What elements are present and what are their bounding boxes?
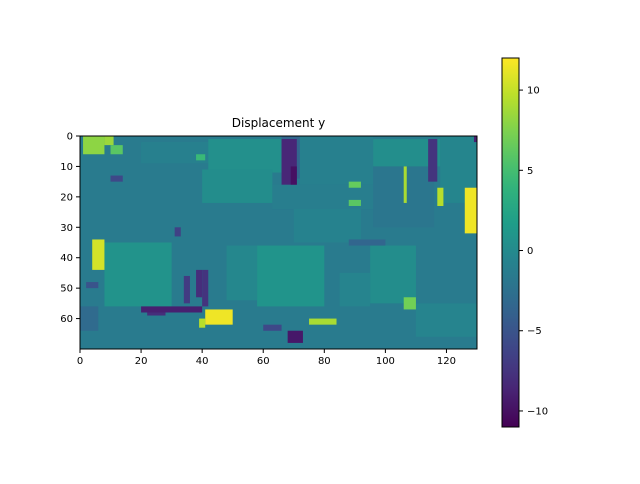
y-tick-label: 20 <box>60 192 73 203</box>
colorbar-tick-label: 10 <box>527 86 540 97</box>
x-tick-label: 60 <box>257 356 270 367</box>
chart-title: Displacement y <box>232 116 325 130</box>
x-tick-label: 0 <box>77 356 83 367</box>
heatmap-block <box>183 275 190 304</box>
heatmap-block <box>141 306 203 313</box>
heatmap-block <box>348 181 361 188</box>
heatmap-block <box>226 245 258 301</box>
y-tick-label: 60 <box>60 314 73 325</box>
colorbar: 10 5 0 −5 −10 <box>501 57 548 428</box>
y-tick-label: 40 <box>60 253 73 264</box>
heatmap-block <box>174 227 181 237</box>
heatmap-block <box>272 184 386 210</box>
x-tick-label: 100 <box>376 356 395 367</box>
x-tick-label: 40 <box>196 356 209 367</box>
heatmap-block <box>257 245 325 307</box>
heatmap-block <box>290 166 297 185</box>
colorbar-tick-label: 5 <box>527 166 533 177</box>
heatmap-block <box>92 239 105 270</box>
heatmap-block <box>104 242 172 307</box>
heatmap-block <box>110 175 123 182</box>
colorbar-frame <box>501 57 520 428</box>
y-axis: 0 10 20 30 40 50 60 <box>60 132 80 325</box>
plot-area <box>79 135 478 350</box>
heatmap-block <box>415 303 477 337</box>
heatmap-block <box>196 269 203 298</box>
y-tick-label: 30 <box>60 223 73 234</box>
x-axis: 0 20 40 60 80 100 120 <box>77 349 456 367</box>
plot-frame <box>79 135 478 350</box>
heatmap-block <box>299 136 374 185</box>
heatmap-block <box>339 272 371 307</box>
x-tick-label: 80 <box>318 356 331 367</box>
heatmap-cells <box>80 136 477 349</box>
x-tick-label: 120 <box>437 356 456 367</box>
heatmap-block <box>110 145 123 155</box>
colorbar-tick-label: −5 <box>527 326 542 337</box>
colorbar-tick-label: 0 <box>527 246 533 257</box>
y-tick-label: 0 <box>67 132 73 143</box>
heatmap-block <box>287 330 303 343</box>
heatmap-block <box>86 282 99 289</box>
heatmap-block <box>309 318 337 325</box>
heatmap-block <box>104 136 114 146</box>
heatmap-block <box>263 324 282 331</box>
heatmap-block <box>205 309 233 325</box>
heatmap-block <box>196 154 206 161</box>
heatmap-block <box>464 187 477 234</box>
heatmap-block <box>473 136 477 143</box>
colorbar-gradient <box>502 58 519 427</box>
heatmap-block <box>403 166 407 203</box>
heatmap-block <box>202 169 273 203</box>
heatmap-block <box>141 142 209 164</box>
heatmap-block <box>348 239 386 246</box>
heatmap-block <box>403 297 416 310</box>
heatmap-block <box>208 139 282 173</box>
heatmap-block <box>370 245 416 304</box>
heatmap-block <box>428 139 438 182</box>
heatmap-block <box>437 187 444 206</box>
heatmap-block <box>348 199 361 206</box>
heatmap-block <box>83 136 105 155</box>
heatmap-block <box>147 312 166 316</box>
heatmap-block <box>80 306 99 331</box>
heatmap-block <box>202 269 209 307</box>
y-tick-label: 10 <box>60 162 73 173</box>
heatmap-block <box>199 318 206 328</box>
colorbar-tick-label: −10 <box>527 406 548 417</box>
colorbar-ticks: 10 5 0 −5 −10 <box>519 86 548 417</box>
y-tick-label: 50 <box>60 284 73 295</box>
x-tick-label: 20 <box>135 356 148 367</box>
heatmap-block <box>293 209 361 243</box>
